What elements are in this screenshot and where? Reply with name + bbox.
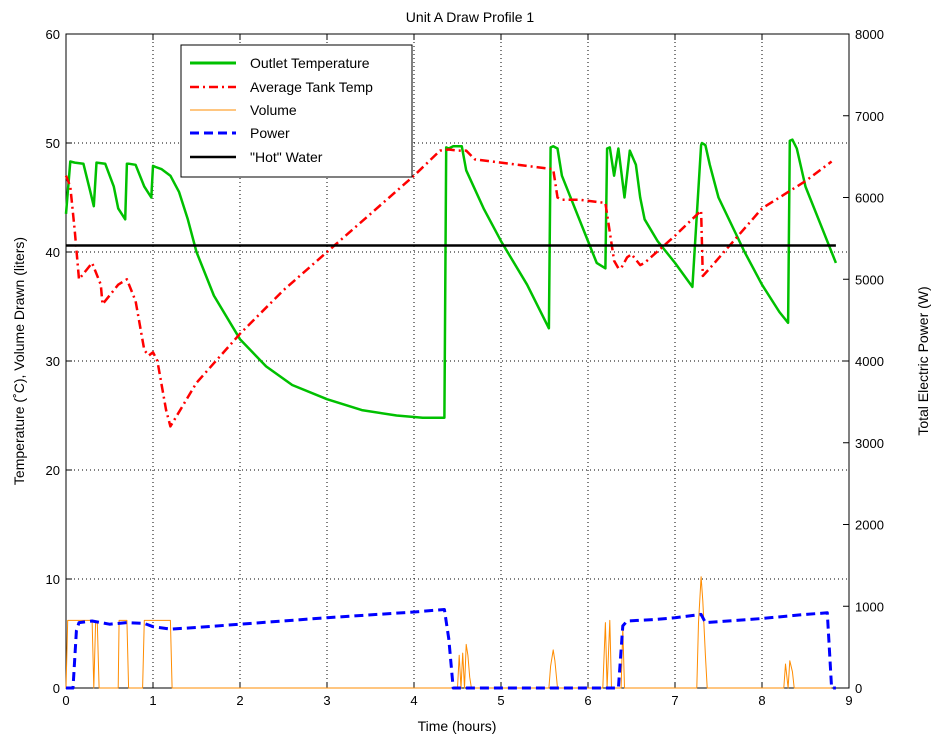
- series-line-outlet-temperature: [64, 138, 838, 419]
- x-tick-label-4: 4: [410, 693, 417, 708]
- x-tick-label-3: 3: [323, 693, 330, 708]
- legend: Outlet Temperature Average Tank Temp Vol…: [180, 44, 413, 178]
- series-line-power: [66, 608, 836, 690]
- x-tick-label-7: 7: [671, 693, 678, 708]
- legend-label-outlet-temperature: Outlet Temperature: [250, 55, 370, 71]
- x-tick-label-2: 2: [236, 693, 243, 708]
- y-right-tick-label-7000: 7000: [855, 109, 884, 124]
- y-left-tick-label-20: 20: [46, 463, 60, 478]
- y-axis-left-label: Temperature (˚C), Volume Drawn (liters): [11, 237, 27, 485]
- y-right-tick-label-2000: 2000: [855, 518, 884, 533]
- legend-label-power: Power: [250, 125, 290, 141]
- y-right-tick-label-8000: 8000: [855, 27, 884, 42]
- x-axis-label: Time (hours): [418, 718, 497, 734]
- y-right-tick-label-5000: 5000: [855, 272, 884, 287]
- y-right-tick-label-3000: 3000: [855, 436, 884, 451]
- y-axis-right-label: Total Electric Power (W): [915, 286, 931, 435]
- data-series: [64, 138, 838, 690]
- grid-lines: [66, 34, 849, 688]
- y-left-tick-label-40: 40: [46, 245, 60, 260]
- y-left-tick-label-50: 50: [46, 136, 60, 151]
- chart-title: Unit A Draw Profile 1: [406, 9, 535, 25]
- y-left-tick-label-10: 10: [46, 572, 60, 587]
- axis-ticks: 0 1 2 3 4 5 6 7 8 9010203040506001000200030004000…: [46, 27, 884, 708]
- y-left-tick-label-60: 60: [46, 27, 60, 42]
- y-right-tick-label-0: 0: [855, 681, 862, 696]
- x-tick-label-8: 8: [758, 693, 765, 708]
- x-tick-label-1: 1: [149, 693, 156, 708]
- x-tick-label-9: 9: [845, 693, 852, 708]
- x-tick-label-0: 0: [62, 693, 69, 708]
- y-left-tick-label-30: 30: [46, 354, 60, 369]
- series-line-average-tank-temp: [64, 148, 833, 428]
- x-tick-label-6: 6: [584, 693, 591, 708]
- legend-box: [180, 44, 413, 178]
- y-left-tick-label-0: 0: [53, 681, 60, 696]
- y-right-tick-label-4000: 4000: [855, 354, 884, 369]
- legend-label-hot-water: "Hot" Water: [250, 149, 323, 165]
- x-tick-label-5: 5: [497, 693, 504, 708]
- y-right-tick-label-1000: 1000: [855, 599, 884, 614]
- y-right-tick-label-6000: 6000: [855, 191, 884, 206]
- legend-label-average-tank-temp: Average Tank Temp: [250, 79, 373, 95]
- legend-label-volume: Volume: [250, 102, 297, 118]
